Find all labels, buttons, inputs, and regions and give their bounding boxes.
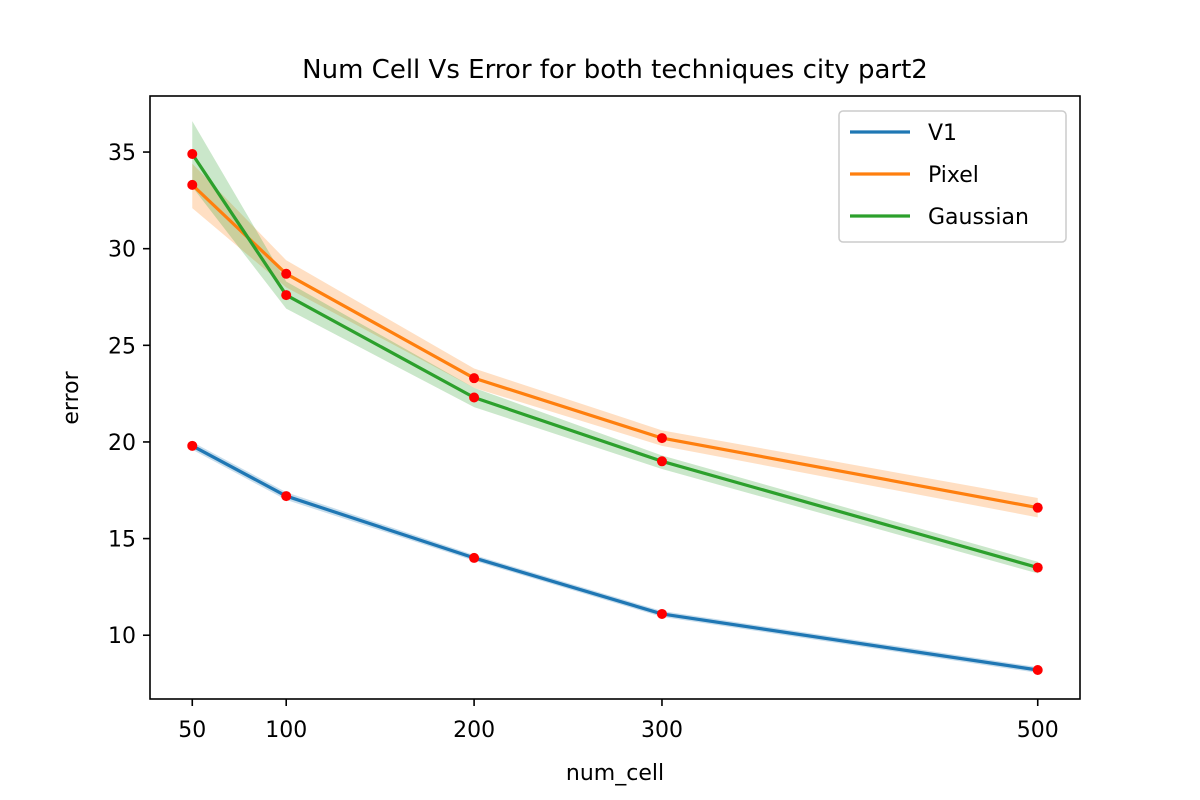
point-pixel (1032, 502, 1043, 513)
point-gaussian (656, 456, 667, 467)
band-gaussian (192, 121, 1038, 574)
legend-label-v1: V1 (928, 121, 957, 146)
legend: V1 Pixel Gaussian (838, 110, 1067, 243)
x-axis-ticks: 50 100 200 300 500 (178, 699, 1059, 743)
y-axis-label: error (59, 370, 84, 424)
y-tick-label: 20 (108, 431, 136, 456)
legend-label-gaussian: Gaussian (928, 205, 1029, 230)
point-gaussian (469, 392, 480, 403)
point-pixel (281, 268, 292, 279)
point-v1 (281, 491, 292, 502)
x-tick-label: 100 (265, 718, 307, 743)
y-tick-label: 30 (108, 238, 136, 263)
point-pixel (469, 373, 480, 384)
plot-area-frame (149, 95, 1081, 700)
y-tick-label: 35 (108, 141, 136, 166)
x-tick-label: 300 (641, 718, 683, 743)
data-points (187, 148, 1043, 676)
point-pixel (656, 433, 667, 444)
chart-title: Num Cell Vs Error for both techniques ci… (302, 55, 928, 85)
point-gaussian (1032, 562, 1043, 573)
point-gaussian (281, 290, 292, 301)
legend-label-pixel: Pixel (928, 163, 979, 188)
point-v1 (1032, 665, 1043, 676)
point-v1 (187, 440, 198, 451)
point-gaussian (187, 148, 198, 159)
point-v1 (656, 608, 667, 619)
confidence-bands (192, 121, 1038, 673)
legend-box (838, 110, 1067, 243)
x-tick-label: 500 (1017, 718, 1059, 743)
y-tick-label: 25 (108, 334, 136, 359)
x-tick-label: 200 (453, 718, 495, 743)
y-tick-label: 15 (108, 528, 136, 553)
y-axis-ticks: 10 15 20 25 30 35 (108, 141, 150, 649)
point-pixel (187, 179, 198, 190)
point-v1 (469, 552, 480, 563)
x-tick-label: 50 (178, 718, 206, 743)
x-axis-label: num_cell (566, 761, 664, 786)
y-tick-label: 10 (108, 624, 136, 649)
